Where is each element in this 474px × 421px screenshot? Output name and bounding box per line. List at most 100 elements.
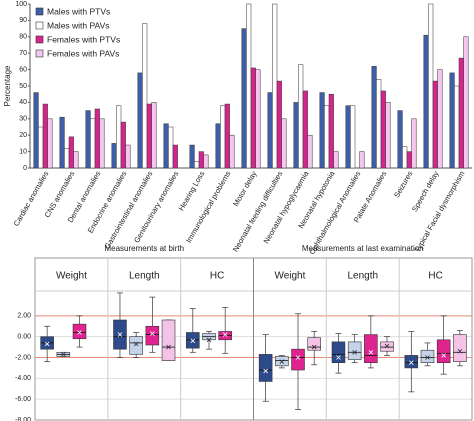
bar — [59, 116, 65, 169]
y-axis-label: Percentage — [3, 65, 12, 106]
bar — [449, 72, 455, 169]
mean-marker — [222, 332, 228, 337]
bar — [458, 57, 464, 169]
bar — [94, 108, 100, 169]
bar — [120, 121, 126, 169]
bar — [463, 36, 469, 169]
mean-marker — [295, 355, 301, 360]
x-tick-label: Speech delay — [410, 169, 441, 213]
bar — [64, 148, 70, 169]
x-tick-label: Hearing Loss — [177, 169, 207, 212]
mean-marker — [311, 344, 317, 350]
panel-title: Measurements at last examination — [302, 244, 424, 253]
bar — [220, 105, 226, 169]
mean-marker — [425, 355, 430, 360]
y-tick-label: 30 — [19, 116, 27, 123]
bar — [168, 126, 174, 169]
x-tick-label: Seizures — [392, 169, 415, 199]
bar — [68, 136, 74, 169]
mean-marker — [77, 330, 82, 335]
bar — [85, 110, 91, 169]
bar — [272, 3, 278, 169]
x-tick-label: Cardiac anomalies — [12, 169, 51, 228]
bar — [302, 90, 308, 169]
box — [258, 354, 273, 382]
box — [420, 349, 435, 364]
y-tick-label: 40 — [19, 99, 27, 106]
group-label: HC — [210, 271, 224, 282]
y-tick-label: 0 — [23, 165, 27, 172]
mean-marker — [384, 343, 390, 349]
y-tick-label: 10 — [19, 148, 27, 155]
bar — [255, 69, 261, 169]
bar — [432, 80, 438, 169]
bar — [189, 144, 195, 169]
y-tick-label: -8.00 — [15, 417, 31, 421]
y-tick-label: 100 — [15, 1, 27, 8]
bar — [198, 151, 204, 169]
box — [291, 348, 305, 371]
y-tick-label: 50 — [19, 83, 27, 90]
x-tick-label: Ophthalmological Anomalies — [307, 169, 362, 256]
legend-label: Females with PTVs — [47, 34, 120, 44]
bar — [47, 118, 53, 169]
bar — [33, 92, 39, 169]
bar — [42, 103, 48, 169]
bar — [397, 110, 403, 169]
bar — [111, 143, 117, 169]
x-tick-label: Neonatal hypoglycaemia — [262, 169, 311, 245]
group-label: Length — [347, 271, 378, 282]
mean-marker — [279, 359, 285, 364]
box — [307, 337, 321, 351]
box — [161, 319, 176, 361]
bar — [229, 134, 235, 169]
mean-marker — [117, 332, 123, 337]
bar — [137, 72, 143, 169]
mean-marker — [352, 350, 357, 355]
legend-label: Females with PAVs — [47, 48, 119, 58]
bar — [406, 151, 412, 169]
bar — [376, 79, 382, 169]
bar — [411, 118, 417, 169]
bar — [423, 34, 429, 169]
bar — [345, 105, 351, 169]
bar — [241, 28, 247, 169]
bar — [385, 102, 391, 169]
bar — [298, 64, 304, 169]
legend-swatch — [35, 7, 44, 16]
bar — [454, 85, 460, 169]
legend-swatch — [35, 35, 44, 44]
bar — [116, 105, 122, 169]
x-tick-label: Typical Facial dysmorphism — [413, 169, 467, 253]
y-tick-label: 20 — [19, 132, 27, 139]
y-tick-label: 60 — [19, 66, 27, 73]
mean-marker — [457, 348, 463, 354]
group-label: Weight — [56, 271, 87, 282]
bar — [359, 151, 365, 169]
mean-marker — [368, 350, 374, 355]
bar — [125, 144, 131, 169]
mean-marker — [61, 352, 66, 357]
mean-marker — [336, 355, 341, 360]
legend-label: Males with PTVs — [47, 6, 110, 16]
bar — [151, 102, 157, 169]
y-tick-label: 0.00 — [17, 334, 31, 341]
bar — [73, 151, 79, 169]
box — [129, 336, 143, 355]
bar — [246, 3, 252, 169]
bar — [203, 154, 209, 169]
bar — [142, 23, 148, 169]
box — [364, 334, 378, 364]
box — [331, 341, 346, 364]
bar — [38, 126, 44, 169]
x-tick-label: Gastrointestinal anomalies — [102, 169, 154, 250]
bar — [371, 66, 377, 169]
bar — [224, 103, 230, 169]
bar — [267, 92, 273, 169]
y-tick-label: -4.00 — [15, 375, 31, 382]
bar — [250, 67, 256, 169]
mean-marker — [206, 337, 212, 343]
bar — [276, 80, 282, 169]
